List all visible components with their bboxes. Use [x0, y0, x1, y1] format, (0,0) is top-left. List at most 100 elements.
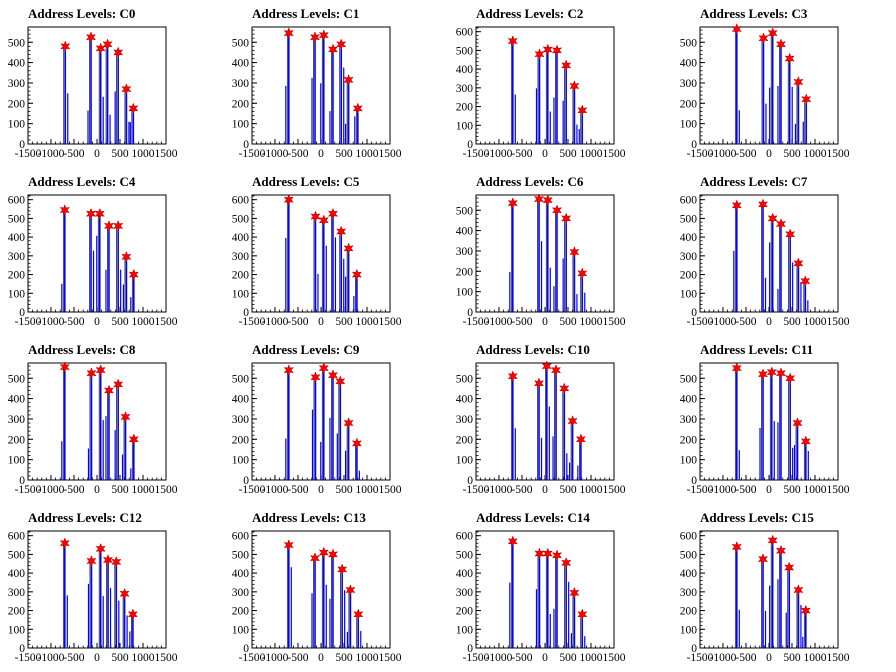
y-tick-label: 0 [243, 307, 249, 319]
x-tick-label: 1000 [132, 652, 155, 664]
y-tick-label: 100 [232, 624, 250, 636]
y-tick-label: 100 [8, 624, 26, 636]
y-tick-label: 300 [8, 414, 26, 426]
peak-marker [561, 59, 572, 72]
plot-frame [699, 194, 839, 313]
panel-title: Address Levels: C6 [476, 174, 584, 189]
x-tick-label: 1000 [356, 652, 379, 664]
y-tick-label: 600 [232, 531, 250, 543]
x-tick-label: 500 [111, 316, 129, 328]
peak-marker [577, 608, 588, 621]
x-tick-label: -1000 [38, 484, 65, 496]
peak-marker [318, 29, 329, 41]
x-tick-label: 1500 [603, 316, 626, 328]
y-tick-label: 300 [8, 251, 26, 263]
y-tick-label: 200 [232, 98, 250, 110]
x-tick-label: -1000 [38, 316, 65, 328]
peak-marker [343, 242, 354, 255]
peak-marker [731, 541, 742, 553]
panel-title: Address Levels: C15 [700, 510, 814, 525]
peak-marker [59, 537, 70, 550]
peak-marker [102, 554, 114, 566]
y-tick-label: 100 [232, 288, 250, 300]
y-tick-label: 200 [680, 98, 698, 110]
peak-marker [731, 362, 742, 374]
panel-c4: Address Levels: C4 0 100 200 300 400 500 600 -15… [8, 174, 178, 328]
peak-marker [128, 433, 139, 446]
y-tick-label: 300 [456, 83, 474, 95]
panel-c3: Address Levels: C30100200300400500-1500-… [680, 6, 850, 160]
x-tick-label: 500 [559, 148, 577, 160]
panel-c13: Address Levels: C13 0 100 200 300 400 500 600 -1… [232, 510, 402, 664]
y-tick-label: 300 [680, 251, 698, 263]
peak-marker [561, 556, 572, 569]
y-tick-label: 100 [456, 287, 474, 299]
peak-marker [757, 553, 769, 565]
x-tick-label: 500 [783, 316, 801, 328]
y-tick-label: 0 [691, 643, 697, 655]
x-tick-label: 1500 [827, 316, 850, 328]
x-tick-label: -500 [511, 652, 532, 664]
y-tick-label: 200 [680, 434, 698, 446]
y-tick-label: 100 [680, 455, 698, 467]
x-tick-label: -1500 [15, 652, 42, 664]
plot-frame [27, 362, 167, 481]
panel-c2: Address Levels: C2 0 100 200 300 400 500 600 -15… [456, 6, 626, 160]
x-tick-label: -1500 [239, 148, 266, 160]
peak-marker [111, 556, 122, 568]
peak-marker [343, 74, 354, 86]
x-tick-label: 0 [542, 652, 548, 664]
peak-marker [127, 608, 138, 621]
peak-marker [757, 198, 769, 211]
x-tick-label: -1000 [710, 316, 737, 328]
y-tick-label: 0 [691, 307, 697, 319]
y-tick-label: 500 [456, 373, 474, 385]
y-tick-label: 400 [232, 232, 250, 244]
peak-marker [775, 367, 787, 380]
panel-c11: Address Levels: C11 0 100 200 300 400 500 -1500… [680, 342, 850, 496]
x-tick-label: 500 [335, 652, 353, 664]
y-tick-label: 500 [456, 205, 474, 217]
y-tick-label: 500 [680, 37, 698, 49]
y-tick-label: 200 [8, 98, 26, 110]
x-tick-label: 0 [766, 652, 772, 664]
x-tick-label: 0 [94, 484, 100, 496]
x-tick-label: 1500 [155, 652, 178, 664]
x-tick-label: -500 [287, 484, 308, 496]
peak-marker [351, 268, 363, 281]
x-tick-label: -1500 [463, 652, 490, 664]
x-tick-label: 1500 [379, 652, 402, 664]
x-tick-label: -1000 [262, 148, 289, 160]
y-tick-label: 600 [456, 531, 474, 543]
panel-c7: Address Levels: C7 0 100 200 300 400 500 600 -15… [680, 174, 850, 328]
y-tick-label: 600 [680, 195, 698, 207]
panel-c0: Address Levels: C00100200300400500-1500-… [8, 6, 178, 160]
x-tick-label: 0 [318, 316, 324, 328]
y-tick-label: 100 [232, 455, 250, 467]
peak-marker [731, 199, 742, 212]
peak-marker [345, 584, 356, 596]
x-tick-label: 1000 [356, 316, 379, 328]
y-tick-label: 300 [232, 251, 250, 263]
x-tick-label: 1000 [804, 484, 827, 496]
plot-frame [251, 530, 391, 649]
x-tick-label: 0 [542, 148, 548, 160]
peak-marker [336, 38, 347, 51]
x-tick-label: -1000 [262, 652, 289, 664]
panel-c1: Address Levels: C10100200300400500-1500-… [232, 6, 402, 160]
peak-marker [775, 544, 787, 557]
y-tick-label: 400 [680, 232, 698, 244]
peak-marker [577, 104, 588, 117]
peak-marker [731, 23, 742, 35]
y-tick-label: 300 [232, 587, 250, 599]
x-tick-label: -1000 [710, 148, 737, 160]
panel-title: Address Levels: C14 [476, 510, 590, 525]
y-tick-label: 500 [456, 549, 474, 561]
peak-marker [113, 46, 124, 59]
y-tick-label: 300 [8, 78, 26, 90]
peak-marker [800, 604, 811, 617]
y-tick-label: 100 [456, 120, 474, 132]
x-tick-label: -1000 [486, 652, 513, 664]
y-tick-label: 300 [680, 78, 698, 90]
